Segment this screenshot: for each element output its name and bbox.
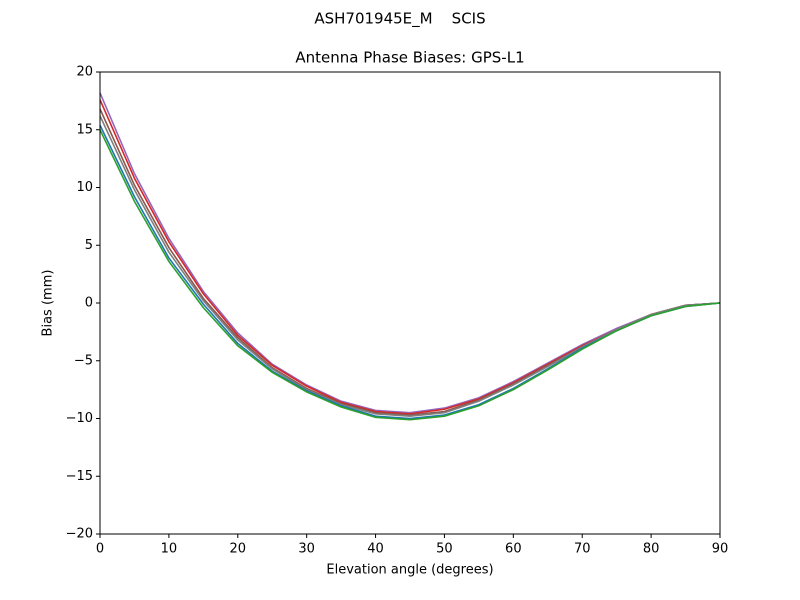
x-tick-label: 30 — [298, 542, 315, 557]
series-line — [99, 92, 721, 414]
x-tick-label: 40 — [367, 542, 384, 557]
x-tick-label: 20 — [230, 542, 247, 557]
series-line — [99, 115, 721, 417]
series-line — [99, 129, 721, 421]
x-tick-label: 60 — [505, 542, 522, 557]
chart-title: Antenna Phase Biases: GPS-L1 — [295, 49, 524, 67]
y-tick-label: −5 — [74, 353, 93, 368]
y-tick-label: −20 — [66, 527, 93, 542]
suptitle: ASH701945E_M SCIS — [314, 10, 485, 29]
x-tick-label: 10 — [161, 542, 178, 557]
y-tick-label: −10 — [66, 411, 93, 426]
x-tick-label: 90 — [712, 542, 729, 557]
plot-frame — [99, 71, 721, 535]
y-tick-label: −15 — [66, 469, 93, 484]
y-tick-label: 15 — [76, 122, 93, 137]
x-axis-label: Elevation angle (degrees) — [326, 563, 493, 578]
x-tick-label: 50 — [436, 542, 453, 557]
x-tick-label: 0 — [96, 542, 104, 557]
x-tick-label: 70 — [574, 542, 591, 557]
y-tick-label: 10 — [76, 180, 93, 195]
y-tick-label: 0 — [85, 296, 93, 311]
y-tick-label: 20 — [76, 65, 93, 80]
y-axis-label: Bias (mm) — [41, 270, 56, 337]
x-tick-label: 80 — [643, 542, 660, 557]
y-tick-label: 5 — [85, 238, 93, 253]
